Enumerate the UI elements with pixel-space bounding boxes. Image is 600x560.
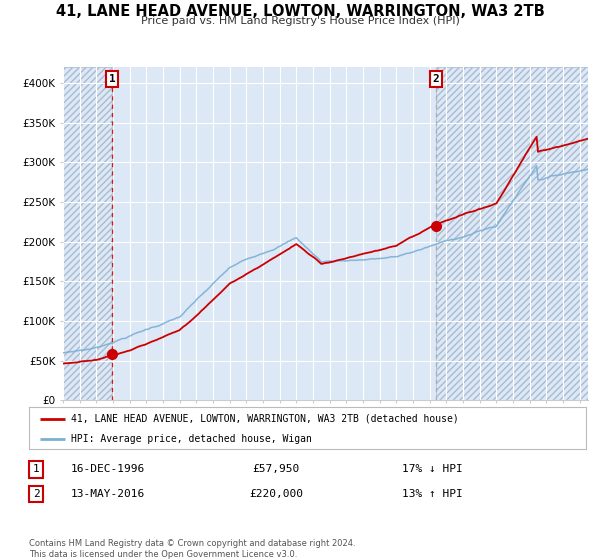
Text: 16-DEC-1996: 16-DEC-1996 bbox=[71, 464, 145, 474]
Text: Contains HM Land Registry data © Crown copyright and database right 2024.
This d: Contains HM Land Registry data © Crown c… bbox=[29, 539, 355, 559]
Text: 2: 2 bbox=[433, 74, 439, 84]
Text: £57,950: £57,950 bbox=[253, 464, 299, 474]
Text: 41, LANE HEAD AVENUE, LOWTON, WARRINGTON, WA3 2TB (detached house): 41, LANE HEAD AVENUE, LOWTON, WARRINGTON… bbox=[71, 414, 458, 424]
Bar bbox=[436, 67, 588, 400]
Text: 17% ↓ HPI: 17% ↓ HPI bbox=[401, 464, 463, 474]
Text: £220,000: £220,000 bbox=[249, 489, 303, 499]
Text: Price paid vs. HM Land Registry's House Price Index (HPI): Price paid vs. HM Land Registry's House … bbox=[140, 16, 460, 26]
Bar bbox=[63, 67, 112, 400]
Text: 1: 1 bbox=[32, 464, 40, 474]
Text: 13-MAY-2016: 13-MAY-2016 bbox=[71, 489, 145, 499]
Text: 1: 1 bbox=[109, 74, 116, 84]
Text: 2: 2 bbox=[32, 489, 40, 499]
Text: 13% ↑ HPI: 13% ↑ HPI bbox=[401, 489, 463, 499]
Text: HPI: Average price, detached house, Wigan: HPI: Average price, detached house, Wiga… bbox=[71, 433, 311, 444]
Text: 41, LANE HEAD AVENUE, LOWTON, WARRINGTON, WA3 2TB: 41, LANE HEAD AVENUE, LOWTON, WARRINGTON… bbox=[56, 4, 544, 19]
